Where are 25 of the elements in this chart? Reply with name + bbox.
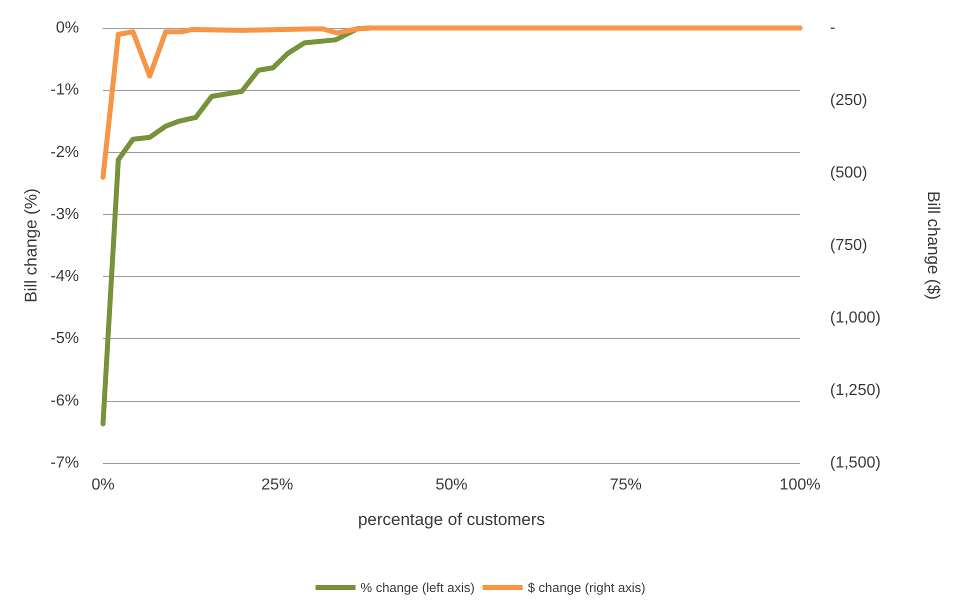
y2-axis-title: Bill change ($) [924, 191, 943, 300]
y2-tick-label: - [830, 20, 836, 36]
y2-tick-label: (750) [830, 237, 868, 254]
y2-tick-label: (1,500) [830, 454, 881, 472]
legend-label: % change (left axis) [360, 580, 475, 595]
y-tick-label: -5% [50, 330, 79, 348]
y-tick-label: -1% [50, 82, 79, 99]
x-tick-label: 100% [780, 476, 820, 494]
y-tick-label: -3% [50, 206, 79, 223]
y2-tick-label: (1,250) [830, 382, 881, 399]
y-tick-label: -2% [50, 144, 79, 161]
y-tick-label: 0% [56, 20, 79, 36]
legend-label: $ change (right axis) [528, 580, 646, 595]
y2-tick-label: (250) [830, 92, 868, 109]
x-tick-label: 50% [435, 476, 468, 494]
y2-tick-label: (1,000) [830, 310, 881, 326]
x-tick-label: 75% [610, 476, 642, 494]
x-tick-label: 25% [261, 476, 294, 494]
x-tick-label: 0% [91, 476, 115, 494]
y2-tick-label: (500) [830, 164, 868, 182]
x-axis-title: percentage of customers [358, 510, 546, 529]
y-tick-label: -6% [50, 392, 79, 410]
y-tick-label: -7% [50, 454, 79, 472]
y-axis-title: Bill change (%) [22, 188, 41, 303]
y-tick-label: -4% [50, 268, 79, 286]
